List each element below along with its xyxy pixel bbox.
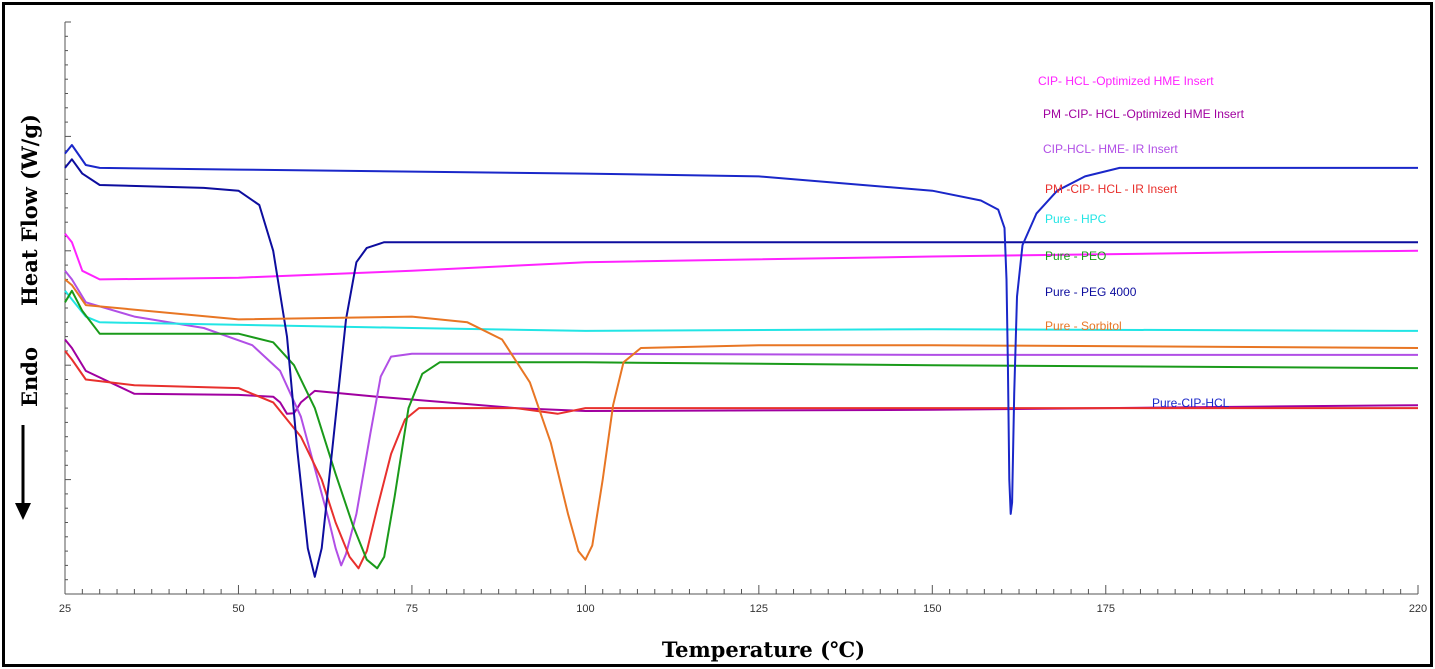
series-line xyxy=(64,232,1419,281)
dsc-thermogram-chart: 25 50 75 100 125 150 175 220 CIP- HCL -Optimize… xyxy=(15,21,1427,662)
x-axis-title: Temperature (℃) xyxy=(662,637,865,662)
series-line xyxy=(64,144,1418,515)
series-label: CIP- HCL -Optimized HME Insert xyxy=(1038,74,1214,88)
series-label: Pure - Sorbitol xyxy=(1045,319,1122,333)
y-axis-title: Heat Flow (W/g) xyxy=(17,114,42,306)
x-tick-label: 220 xyxy=(1409,603,1427,615)
series-line xyxy=(64,278,1419,561)
series-line xyxy=(64,350,1418,570)
series-curves xyxy=(64,144,1419,578)
series-line xyxy=(64,289,1419,570)
series-line xyxy=(64,290,1419,332)
series-label: Pure-CIP-HCL xyxy=(1152,396,1230,410)
axes: 25 50 75 100 125 150 175 220 xyxy=(59,21,1427,615)
series-label: PM -CIP- HCL -Optimized HME Insert xyxy=(1043,107,1245,121)
series-line xyxy=(64,158,1418,578)
series-labels: CIP- HCL -Optimized HME Insert PM -CIP- H… xyxy=(1038,74,1245,410)
series-label: CIP-HCL- HME- IR Insert xyxy=(1043,142,1178,156)
endo-direction-label: Endo xyxy=(17,347,42,407)
series-line xyxy=(64,270,1418,567)
series-label: Pure - PEG 4000 xyxy=(1045,285,1137,299)
x-tick-label: 50 xyxy=(232,603,244,615)
series-label: PM -CIP- HCL - IR Insert xyxy=(1045,182,1178,196)
series-label: Pure - HPC xyxy=(1045,212,1107,226)
x-tick-label: 100 xyxy=(576,603,594,615)
x-tick-label: 75 xyxy=(406,603,418,615)
down-arrow-icon xyxy=(15,425,31,520)
x-tick-label: 175 xyxy=(1097,603,1115,615)
x-tick-label: 25 xyxy=(59,603,71,615)
x-tick-label: 125 xyxy=(750,603,768,615)
x-tick-label: 150 xyxy=(923,603,941,615)
series-label: Pure - PEO xyxy=(1045,249,1106,263)
